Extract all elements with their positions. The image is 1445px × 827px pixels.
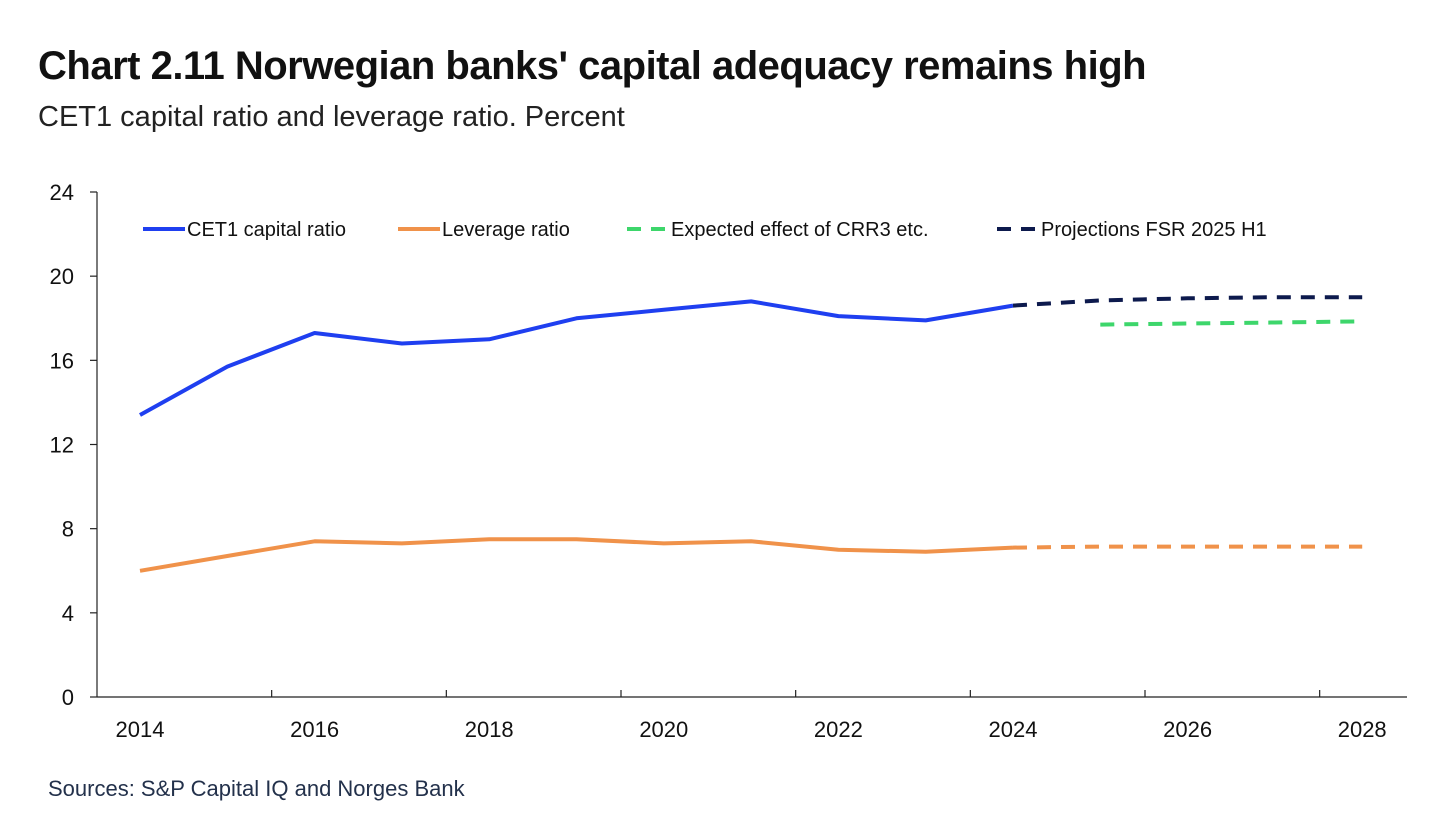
series-line-leverage-ratio: [139, 537, 1014, 573]
legend-label: CET1 capital ratio: [187, 219, 346, 241]
x-tick-label: 2018: [465, 717, 514, 742]
series-line-cet1-capital-ratio: [139, 299, 1014, 417]
legend-label: Projections FSR 2025 H1: [1041, 219, 1267, 241]
legend-label: Expected effect of CRR3 etc.: [671, 219, 929, 241]
chart-title: Chart 2.11 Norwegian banks' capital adeq…: [38, 44, 1147, 88]
legend-label: Leverage ratio: [442, 219, 570, 241]
x-tick-label: 2024: [989, 717, 1038, 742]
series-lines: [139, 295, 1363, 573]
series-line-projections-fsr-2025-h1: [1012, 295, 1363, 308]
chart-subtitle: CET1 capital ratio and leverage ratio. P…: [38, 101, 625, 133]
y-tick-label: 4: [62, 601, 74, 626]
y-tick-label: 16: [50, 348, 74, 373]
legend: CET1 capital ratio Leverage ratio Expected…: [143, 219, 1267, 241]
y-tick-label: 24: [50, 180, 74, 205]
y-tick-label: 20: [50, 264, 74, 289]
series-line-projections-fsr-2025-h1-leverage-ratio: [1012, 544, 1363, 550]
chart-source: Sources: S&P Capital IQ and Norges Bank: [48, 776, 465, 801]
y-tick-label: 0: [62, 685, 74, 710]
x-tick-label: 2020: [639, 717, 688, 742]
y-tick-label: 8: [62, 517, 74, 542]
x-tick-label: 2016: [290, 717, 339, 742]
series-line-expected-effect-of-crr3-etc: [1100, 319, 1363, 327]
x-tick-label: 2026: [1163, 717, 1212, 742]
y-tick-label: 12: [50, 433, 74, 458]
x-tick-label: 2022: [814, 717, 863, 742]
x-tick-label: 2028: [1338, 717, 1387, 742]
x-tick-label: 2014: [116, 717, 165, 742]
